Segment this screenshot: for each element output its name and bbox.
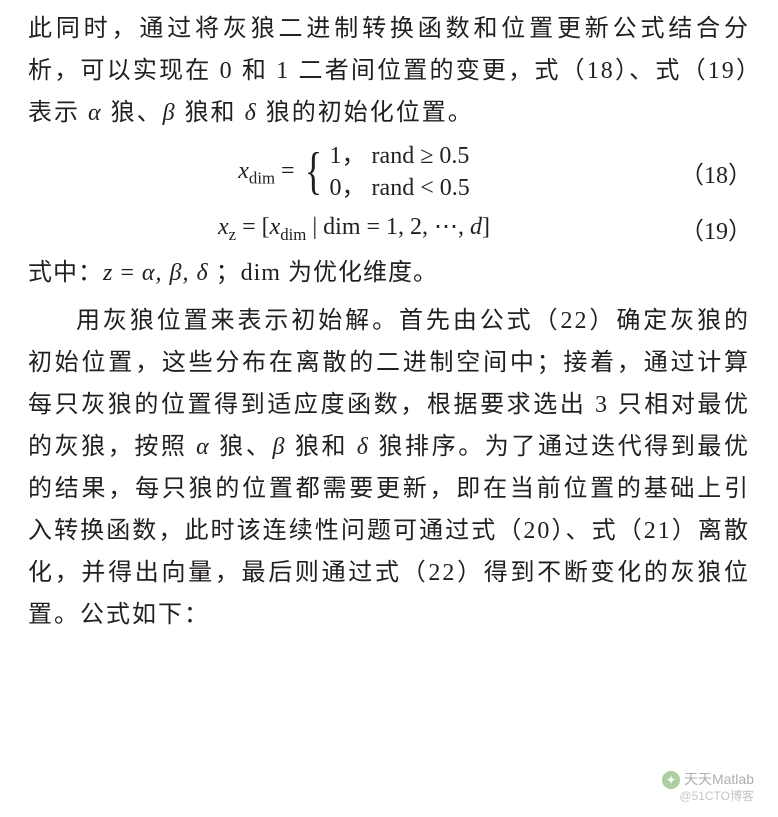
eq19-d-var: d bbox=[470, 214, 482, 240]
eq19-xz-var: x bbox=[218, 214, 229, 240]
equation-19-body: xz = [xdim | dim = 1, 2, ⋯, d] bbox=[28, 212, 680, 245]
beta-symbol: β bbox=[163, 100, 177, 126]
alpha-symbol-2: α bbox=[196, 434, 211, 460]
left-brace-icon: { bbox=[304, 146, 321, 198]
p2-text-b: 狼、 bbox=[211, 434, 273, 460]
eq19-dim-sub: dim bbox=[280, 225, 306, 244]
p1-text-b: 狼、 bbox=[103, 100, 163, 126]
eq18-case2: 0， rand < 0.5 bbox=[330, 172, 470, 204]
p1-text-c: 狼和 bbox=[177, 100, 245, 126]
eq19-tail: | dim = 1, 2, ⋯, bbox=[306, 214, 470, 240]
watermark-line2: @51CTO博客 bbox=[662, 789, 754, 805]
eq18-equals: = bbox=[281, 158, 301, 184]
watermark: ✦天天Matlab @51CTO博客 bbox=[662, 770, 754, 805]
eq18-lhs-var: x bbox=[238, 158, 249, 184]
equation-18-number: （18） bbox=[680, 155, 750, 190]
p1-text-d: 狼的初始化位置。 bbox=[258, 100, 474, 126]
delta-symbol-2: δ bbox=[357, 434, 370, 460]
paragraph-1: 此同时，通过将灰狼二进制转换函数和位置更新公式结合分析，可以实现在 0 和 1 … bbox=[28, 8, 750, 134]
where-eq: = bbox=[113, 260, 142, 286]
paragraph-2: 用灰狼位置来表示初始解。首先由公式（22）确定灰狼的初始位置，这些分布在离散的二… bbox=[28, 300, 750, 636]
eq18-case1: 1， rand ≥ 0.5 bbox=[330, 140, 470, 172]
equation-19: xz = [xdim | dim = 1, 2, ⋯, d] （19） bbox=[28, 211, 750, 246]
delta-symbol: δ bbox=[245, 100, 258, 126]
eq19-z-sub: z bbox=[229, 225, 236, 244]
equation-19-number: （19） bbox=[680, 211, 750, 246]
watermark-text1: 天天Matlab bbox=[684, 771, 754, 787]
wechat-icon: ✦ bbox=[662, 771, 680, 789]
eq19-mid: = [ bbox=[236, 214, 270, 240]
where-z: z bbox=[103, 260, 113, 286]
where-line: 式中：z = α, β, δ ；dim 为优化维度。 bbox=[28, 252, 750, 294]
beta-symbol-2: β bbox=[272, 434, 286, 460]
where-prefix: 式中： bbox=[28, 260, 103, 286]
p2-text-d: 狼排序。为了通过迭代得到最优的结果，每只狼的位置都需要更新，即在当前位置的基础上… bbox=[28, 434, 750, 628]
eq19-xdim-var: x bbox=[270, 214, 281, 240]
eq18-lhs-sub: dim bbox=[249, 169, 275, 188]
where-sep: ；dim 为优化维度。 bbox=[209, 260, 438, 286]
p2-text-c: 狼和 bbox=[286, 434, 356, 460]
eq18-case-lines: 1， rand ≥ 0.5 0， rand < 0.5 bbox=[330, 140, 470, 205]
eq18-cases: { 1， rand ≥ 0.5 0， rand < 0.5 bbox=[301, 140, 470, 205]
alpha-symbol: α bbox=[88, 100, 103, 126]
eq19-close: ] bbox=[482, 214, 490, 240]
equation-18: xdim = { 1， rand ≥ 0.5 0， rand < 0.5 （18… bbox=[28, 140, 750, 205]
where-vals: α, β, δ bbox=[142, 260, 209, 286]
equation-18-body: xdim = { 1， rand ≥ 0.5 0， rand < 0.5 bbox=[28, 140, 680, 205]
watermark-line1: ✦天天Matlab bbox=[662, 770, 754, 789]
